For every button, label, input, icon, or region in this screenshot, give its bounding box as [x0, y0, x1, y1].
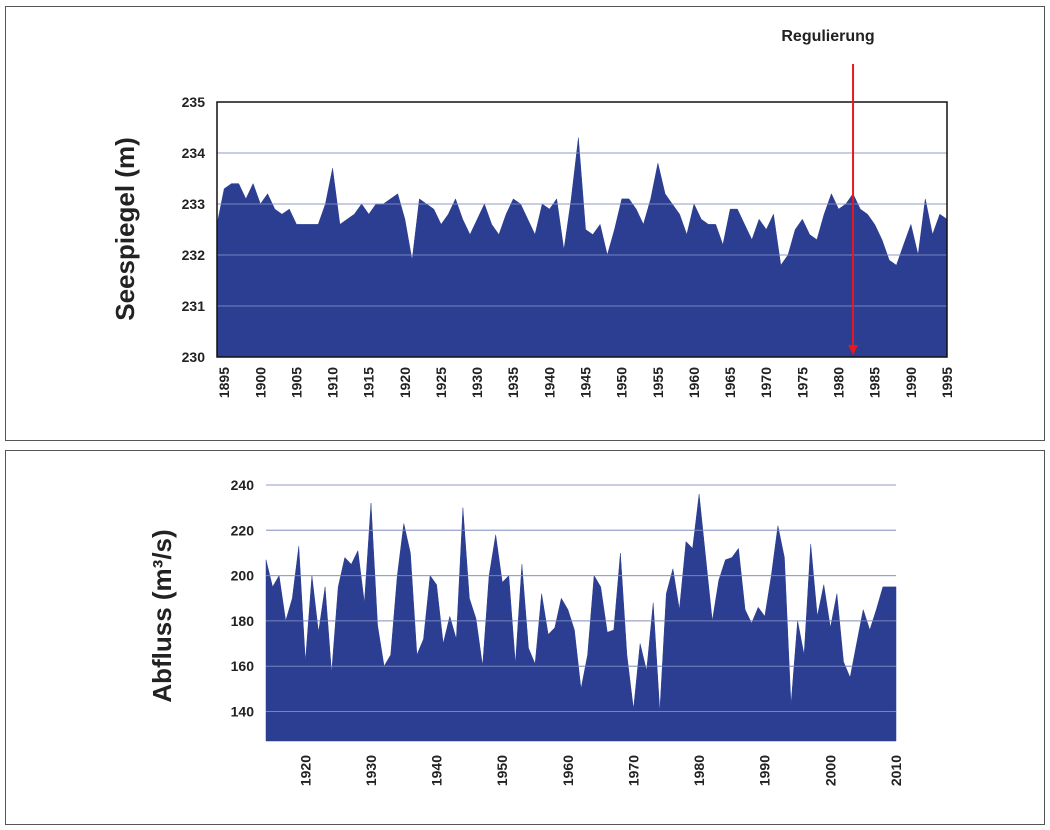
- x-tick-label: 1930: [363, 755, 379, 786]
- x-tick-label: 1930: [469, 367, 485, 398]
- x-tick-label: 1950: [494, 755, 510, 786]
- x-tick-label: 2010: [888, 755, 904, 786]
- y-tick-label: 232: [182, 247, 206, 263]
- x-tick-label: 1940: [541, 367, 557, 398]
- y-tick-label: 200: [231, 568, 255, 584]
- x-tick-label: 1995: [939, 367, 955, 398]
- regulierung-arrow-head: [848, 345, 859, 355]
- x-tick-label: 1940: [429, 755, 445, 786]
- x-tick-label: 1985: [867, 367, 883, 398]
- y-tick-label: 220: [231, 522, 255, 538]
- y-axis-label: Seespiegel (m): [110, 137, 140, 321]
- seespiegel-chart: 230 231 232 233 234 235 1895 1900 1905 1910 1915 19…: [110, 28, 955, 398]
- abfluss-chart-panel: 140 160 180 200 220 240 1920 1930 1940 1950 1960 19…: [5, 450, 1045, 825]
- y-tick-label: 230: [182, 349, 206, 365]
- x-tick-label: 1960: [560, 755, 576, 786]
- x-tick-label: 1935: [505, 367, 521, 398]
- x-tick-label: 1920: [397, 367, 413, 398]
- seespiegel-chart-panel: 230 231 232 233 234 235 1895 1900 1905 1910 1915 19…: [5, 6, 1045, 441]
- x-tick-label: 1905: [288, 367, 304, 398]
- x-tick-label: 1960: [686, 367, 702, 398]
- x-tick-label: 1990: [903, 367, 919, 398]
- y-axis-label: Abfluss (m³/s): [147, 529, 177, 702]
- regulierung-label: Regulierung: [781, 28, 874, 45]
- x-tick-label: 1950: [614, 367, 630, 398]
- y-tick-label: 160: [231, 658, 255, 674]
- series-area: [265, 494, 897, 742]
- y-tick-label: 235: [182, 94, 206, 110]
- abfluss-chart: 140 160 180 200 220 240 1920 1930 1940 1950 1960 19…: [147, 477, 904, 786]
- plot-frame: [216, 101, 948, 358]
- x-tick-label: 1955: [650, 367, 666, 398]
- x-tick-label: 1980: [830, 367, 846, 398]
- x-tick-label: 2000: [822, 755, 838, 786]
- x-tick-label: 1990: [757, 755, 773, 786]
- series-area: [216, 137, 948, 358]
- x-tick-label: 1895: [216, 367, 232, 398]
- x-tick-label: 1975: [794, 367, 810, 398]
- y-tick-label: 180: [231, 613, 255, 629]
- y-tick-label: 233: [182, 196, 206, 212]
- y-tick-label: 231: [182, 298, 206, 314]
- x-tick-label: 1980: [691, 755, 707, 786]
- x-tick-label: 1900: [252, 367, 268, 398]
- x-tick-label: 1910: [325, 367, 341, 398]
- y-tick-label: 240: [231, 477, 255, 493]
- x-tick-label: 1920: [297, 755, 313, 786]
- y-tick-label: 140: [231, 704, 255, 720]
- x-tick-label: 1945: [578, 367, 594, 398]
- x-tick-label: 1925: [433, 367, 449, 398]
- x-tick-label: 1915: [361, 367, 377, 398]
- x-tick-label: 1970: [625, 755, 641, 786]
- y-tick-label: 234: [182, 145, 206, 161]
- x-tick-label: 1965: [722, 367, 738, 398]
- x-tick-label: 1970: [758, 367, 774, 398]
